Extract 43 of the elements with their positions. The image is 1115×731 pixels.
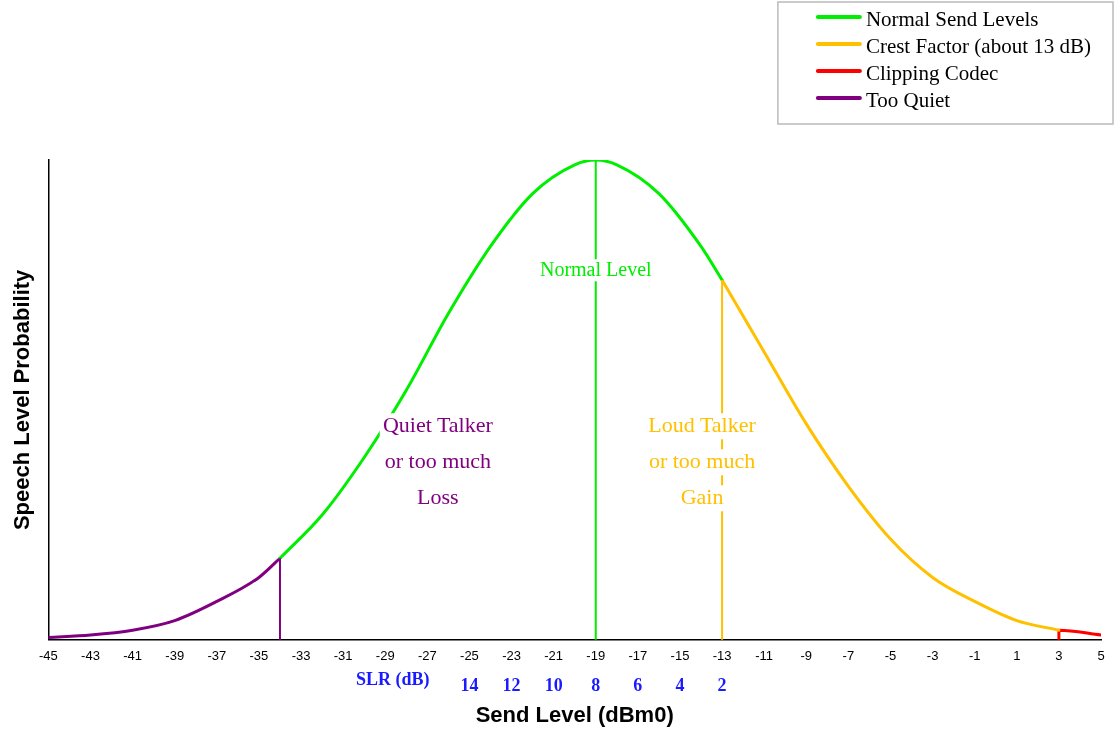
x-tick-label: -5 [884, 648, 897, 664]
x2-tick-label: 10 [544, 674, 563, 695]
x-tick-label: -11 [755, 648, 774, 664]
x-tick-label: -37 [207, 648, 227, 664]
x2-tick-label: 8 [591, 674, 601, 695]
x-tick-label: -45 [39, 648, 58, 664]
x-tick-label: 3 [1055, 648, 1063, 664]
x-tick-label: -33 [291, 648, 311, 664]
x-tick-label: 5 [1097, 648, 1105, 664]
legend-label: Clipping Codec [865, 60, 999, 85]
x2-tick-label: 4 [675, 674, 685, 695]
ref-line-label: Normal Level [539, 257, 652, 280]
x-tick-label: -15 [670, 648, 690, 664]
x-tick-label: -1 [968, 648, 981, 664]
x-tick-label: -21 [544, 648, 564, 664]
annotation: Loud Talker or too much Gain [648, 412, 757, 510]
x2-tick-label: 14 [460, 674, 479, 695]
x2-tick-label: 12 [502, 674, 521, 695]
x-tick-label: -19 [586, 648, 606, 664]
x-tick-label: -43 [81, 648, 100, 664]
x-tick-label: -35 [249, 648, 269, 664]
x-tick-label: -23 [502, 648, 521, 664]
x2-tick-label: 2 [717, 674, 727, 695]
x-tick-label: -41 [123, 648, 143, 664]
x-tick-label: -29 [375, 648, 395, 664]
x-tick-label: -3 [926, 648, 939, 664]
x-tick-label: -27 [417, 648, 437, 664]
x-tick-label: 1 [1013, 648, 1021, 664]
x-tick-label: -13 [712, 648, 732, 664]
legend-label: Crest Factor (about 13 dB) [865, 33, 1092, 58]
legend-label: Normal Send Levels [865, 6, 1039, 31]
legend-label: Too Quiet [865, 87, 951, 112]
x-axis-title: Send Level (dBm0) [475, 702, 674, 728]
annotation: Quiet Talker or too much Loss [382, 412, 494, 510]
y-axis-title: Speech Level Probability [9, 268, 35, 531]
x-tick-label: -39 [165, 648, 185, 664]
x-tick-label: -25 [460, 648, 479, 664]
x-tick-label: -17 [628, 648, 648, 664]
x2-axis-title: SLR (dB) [355, 669, 430, 691]
x-tick-label: -31 [333, 648, 353, 664]
x-tick-label: -9 [800, 648, 813, 664]
x-tick-label: -7 [842, 648, 855, 664]
x2-tick-label: 6 [633, 674, 643, 695]
